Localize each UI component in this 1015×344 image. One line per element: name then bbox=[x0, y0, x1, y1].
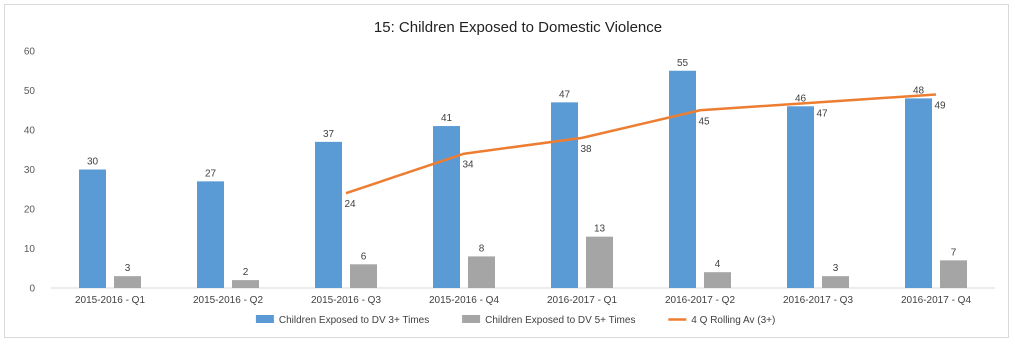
data-label: 46 bbox=[795, 93, 807, 104]
legend-swatch bbox=[255, 315, 274, 323]
y-tick-label: 40 bbox=[24, 126, 36, 137]
data-label: 47 bbox=[559, 89, 571, 100]
y-tick-label: 10 bbox=[24, 244, 36, 255]
data-label: 7 bbox=[951, 247, 957, 258]
bar bbox=[787, 106, 814, 288]
y-tick-label: 50 bbox=[24, 86, 36, 97]
line-path bbox=[345, 93, 937, 195]
bar bbox=[79, 169, 106, 288]
data-label: 2 bbox=[243, 267, 249, 278]
bar bbox=[468, 256, 495, 288]
bar bbox=[197, 181, 224, 288]
bar bbox=[704, 272, 731, 288]
x-tick-label: 2016-2017 - Q2 bbox=[665, 295, 735, 306]
line-data-label: 34 bbox=[462, 160, 474, 171]
legend-label: Children Exposed to DV 3+ Times bbox=[279, 315, 429, 326]
y-tick-label: 0 bbox=[29, 284, 35, 295]
chart-frame: 15: Children Exposed to Domestic Violenc… bbox=[4, 4, 1009, 338]
x-tick-label: 2016-2017 - Q4 bbox=[901, 295, 971, 306]
data-label: 3 bbox=[125, 263, 131, 274]
chart-title: 15: Children Exposed to Domestic Violenc… bbox=[374, 19, 662, 36]
bar bbox=[114, 276, 141, 288]
legend: Children Exposed to DV 3+ Times Children … bbox=[255, 315, 775, 326]
bar bbox=[433, 126, 460, 288]
x-tick-label: 2015-2016 - Q4 bbox=[429, 295, 499, 306]
line-data-label: 45 bbox=[698, 116, 710, 127]
line-data-label: 49 bbox=[934, 100, 946, 111]
chart-svg: 15: Children Exposed to Domestic Violenc… bbox=[24, 19, 995, 326]
line-data-label: 47 bbox=[816, 108, 828, 119]
bar bbox=[940, 260, 967, 288]
data-label: 27 bbox=[205, 168, 217, 179]
x-tick-label: 2015-2016 - Q1 bbox=[75, 295, 145, 306]
data-label: 6 bbox=[361, 251, 367, 262]
bar bbox=[350, 264, 377, 288]
bars bbox=[79, 70, 967, 289]
line-series bbox=[345, 93, 937, 195]
line-data-label: 24 bbox=[344, 199, 356, 210]
y-tick-label: 30 bbox=[24, 165, 36, 176]
x-tick-label: 2015-2016 - Q3 bbox=[311, 295, 381, 306]
x-tick-label: 2016-2017 - Q1 bbox=[547, 295, 617, 306]
data-label: 48 bbox=[913, 85, 925, 96]
line-data-label: 38 bbox=[580, 144, 592, 155]
data-label: 3 bbox=[833, 263, 839, 274]
bar bbox=[669, 70, 696, 288]
data-label: 41 bbox=[441, 113, 453, 124]
legend-label: 4 Q Rolling Av (3+) bbox=[691, 315, 775, 326]
data-label: 8 bbox=[479, 243, 485, 254]
y-tick-label: 20 bbox=[24, 205, 36, 216]
y-axis: 0 10 20 30 40 50 60 bbox=[24, 47, 36, 295]
legend-swatch bbox=[462, 315, 481, 323]
data-label: 13 bbox=[594, 224, 606, 235]
bar bbox=[905, 98, 932, 289]
x-axis: 2015-2016 - Q1 2015-2016 - Q2 2015-2016 - … bbox=[51, 287, 995, 306]
x-tick-label: 2015-2016 - Q2 bbox=[193, 295, 263, 306]
y-tick-label: 60 bbox=[24, 47, 36, 58]
bar bbox=[315, 141, 342, 288]
bar bbox=[586, 236, 613, 288]
data-label: 37 bbox=[323, 129, 335, 140]
data-label: 4 bbox=[715, 259, 721, 270]
data-label: 30 bbox=[87, 157, 99, 168]
legend-label: Children Exposed to DV 5+ Times bbox=[485, 315, 635, 326]
bar bbox=[232, 280, 259, 288]
bar bbox=[822, 276, 849, 288]
data-label: 55 bbox=[677, 58, 689, 69]
bar bbox=[551, 102, 578, 288]
x-tick-label: 2016-2017 - Q3 bbox=[783, 295, 853, 306]
